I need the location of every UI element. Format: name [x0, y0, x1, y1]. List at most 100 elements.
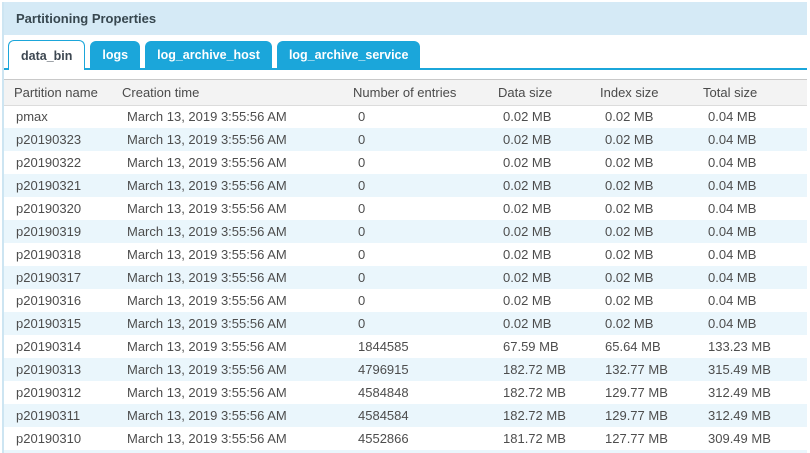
- cell-total_size: 0.04 MB: [708, 270, 757, 285]
- cell-index_size: 0.02 MB: [605, 155, 654, 170]
- cell-total_size: 312.49 MB: [708, 408, 771, 423]
- cell-index_size: 0.02 MB: [605, 247, 654, 262]
- column-header-creation_time: Creation time: [122, 80, 353, 106]
- cell-partition_name: p20190311: [16, 408, 81, 423]
- cell-data_size: 182.72 MB: [503, 408, 566, 423]
- cell-partition_name: p20190320: [16, 201, 82, 216]
- cell-number_of_entries: 0: [358, 247, 366, 262]
- cell-creation_time: March 13, 2019 3:55:56 AM: [127, 155, 287, 170]
- cell-partition_name: p20190319: [16, 224, 82, 239]
- partition-table: Partition name Creation time Number of ent…: [4, 80, 807, 450]
- cell-total_size: 0.04 MB: [708, 247, 757, 262]
- cell-number_of_entries: 1844585: [358, 339, 409, 354]
- cell-data_size: 0.02 MB: [503, 132, 552, 147]
- column-header-partition_name: Partition name: [4, 80, 122, 106]
- cell-creation_time: March 13, 2019 3:55:56 AM: [127, 293, 287, 308]
- cell-creation_time: March 13, 2019 3:55:56 AM: [127, 132, 287, 147]
- cell-number_of_entries: 0: [358, 224, 366, 239]
- cell-index_size: 0.02 MB: [605, 178, 654, 193]
- cell-creation_time: March 13, 2019 3:55:56 AM: [127, 431, 287, 446]
- table-header-row: Partition name Creation time Number of ent…: [4, 80, 807, 106]
- cell-partition_name: p20190314: [16, 339, 82, 354]
- cell-creation_time: March 13, 2019 3:55:56 AM: [127, 362, 287, 377]
- cell-creation_time: March 13, 2019 3:55:56 AM: [127, 247, 287, 262]
- cell-partition_name: pmax: [16, 109, 48, 125]
- cell-number_of_entries: 0: [358, 132, 366, 147]
- cell-creation_time: March 13, 2019 3:55:56 AM: [127, 109, 287, 125]
- cell-total_size: 0.04 MB: [708, 316, 757, 331]
- cell-total_size: 0.04 MB: [708, 201, 757, 216]
- table-row: p20190321 March 13, 2019 3:55:56 AM 0 0.02 …: [4, 174, 807, 197]
- tab-log_archive_service[interactable]: log_archive_service: [276, 41, 421, 68]
- cell-number_of_entries: 0: [358, 270, 366, 285]
- table-row: p20190310 March 13, 2019 3:55:56 AM 455286…: [4, 427, 807, 450]
- cell-data_size: 0.02 MB: [503, 293, 552, 308]
- tab-data_bin[interactable]: data_bin: [8, 40, 86, 70]
- cell-total_size: 312.49 MB: [708, 385, 771, 400]
- column-header-data_size: Data size: [498, 80, 600, 106]
- cell-total_size: 309.49 MB: [708, 431, 771, 446]
- cell-total_size: 0.04 MB: [708, 132, 757, 147]
- cell-total_size: 133.23 MB: [708, 339, 771, 354]
- cell-index_size: 132.77 MB: [605, 362, 668, 377]
- cell-data_size: 181.72 MB: [503, 431, 566, 446]
- table-row: p20190315 March 13, 2019 3:55:56 AM 0 0.02 …: [4, 312, 807, 335]
- table-row: p20190322 March 13, 2019 3:55:56 AM 0 0.02 …: [4, 151, 807, 174]
- cell-total_size: 315.49 MB: [708, 362, 771, 377]
- cell-data_size: 0.02 MB: [503, 224, 552, 239]
- cell-partition_name: p20190318: [16, 247, 82, 262]
- table-body: pmax March 13, 2019 3:55:56 AM 0 0.02 MB 0.0…: [4, 105, 807, 450]
- cell-index_size: 0.02 MB: [605, 316, 654, 331]
- table-row: p20190311 March 13, 2019 3:55:56 AM 458458…: [4, 404, 807, 427]
- cell-data_size: 0.02 MB: [503, 155, 552, 170]
- cell-number_of_entries: 4584584: [358, 408, 409, 423]
- cell-creation_time: March 13, 2019 3:55:56 AM: [127, 201, 287, 216]
- cell-total_size: 0.04 MB: [708, 224, 757, 239]
- table-row: p20190312 March 13, 2019 3:55:56 AM 458484…: [4, 381, 807, 404]
- tab-strip: data_bin logs log_archive_host log_archive_…: [4, 40, 807, 70]
- cell-number_of_entries: 4796915: [358, 362, 409, 377]
- column-header-number_of_entries: Number of entries: [353, 80, 498, 106]
- cell-index_size: 0.02 MB: [605, 132, 654, 147]
- cell-index_size: 129.77 MB: [605, 385, 668, 400]
- cell-number_of_entries: 0: [358, 316, 366, 331]
- tab-log_archive_host[interactable]: log_archive_host: [145, 41, 272, 68]
- cell-index_size: 0.02 MB: [605, 293, 654, 308]
- cell-index_size: 0.02 MB: [605, 224, 654, 239]
- cell-data_size: 0.02 MB: [503, 178, 552, 193]
- cell-number_of_entries: 0: [358, 293, 366, 308]
- table-row: pmax March 13, 2019 3:55:56 AM 0 0.02 MB 0.0…: [4, 105, 807, 128]
- partition-table-container: Partition name Creation time Number of ent…: [4, 79, 807, 453]
- cell-data_size: 0.02 MB: [503, 109, 552, 125]
- cell-number_of_entries: 0: [358, 201, 366, 216]
- panel-titlebar: Partitioning Properties: [4, 2, 807, 35]
- cell-total_size: 0.04 MB: [708, 293, 757, 308]
- cell-data_size: 0.02 MB: [503, 201, 552, 216]
- cell-data_size: 182.72 MB: [503, 362, 566, 377]
- table-row: p20190314 March 13, 2019 3:55:56 AM 184458…: [4, 335, 807, 358]
- cell-total_size: 0.04 MB: [708, 178, 757, 193]
- table-row: p20190319 March 13, 2019 3:55:56 AM 0 0.02 …: [4, 220, 807, 243]
- cell-partition_name: p20190316: [16, 293, 82, 308]
- cell-partition_name: p20190321: [16, 178, 82, 193]
- column-header-total_size: Total size: [703, 80, 807, 106]
- cell-partition_name: p20190313: [16, 362, 82, 377]
- cell-partition_name: p20190315: [16, 316, 82, 331]
- table-row: p20190316 March 13, 2019 3:55:56 AM 0 0.02 …: [4, 289, 807, 312]
- cell-number_of_entries: 4584848: [358, 385, 409, 400]
- cell-data_size: 0.02 MB: [503, 247, 552, 262]
- cell-creation_time: March 13, 2019 3:55:56 AM: [127, 339, 287, 354]
- tab-logs[interactable]: logs: [90, 41, 141, 68]
- cell-creation_time: March 13, 2019 3:55:56 AM: [127, 385, 287, 400]
- cell-index_size: 0.02 MB: [605, 270, 654, 285]
- cell-number_of_entries: 0: [358, 109, 366, 125]
- table-row: p20190317 March 13, 2019 3:55:56 AM 0 0.02 …: [4, 266, 807, 289]
- table-row: p20190318 March 13, 2019 3:55:56 AM 0 0.02 …: [4, 243, 807, 266]
- clipped-next-row-stripe: [4, 450, 807, 453]
- cell-index_size: 0.02 MB: [605, 201, 654, 216]
- cell-index_size: 0.02 MB: [605, 109, 654, 125]
- cell-partition_name: p20190312: [16, 385, 82, 400]
- cell-data_size: 0.02 MB: [503, 270, 552, 285]
- cell-partition_name: p20190323: [16, 132, 82, 147]
- cell-index_size: 127.77 MB: [605, 431, 668, 446]
